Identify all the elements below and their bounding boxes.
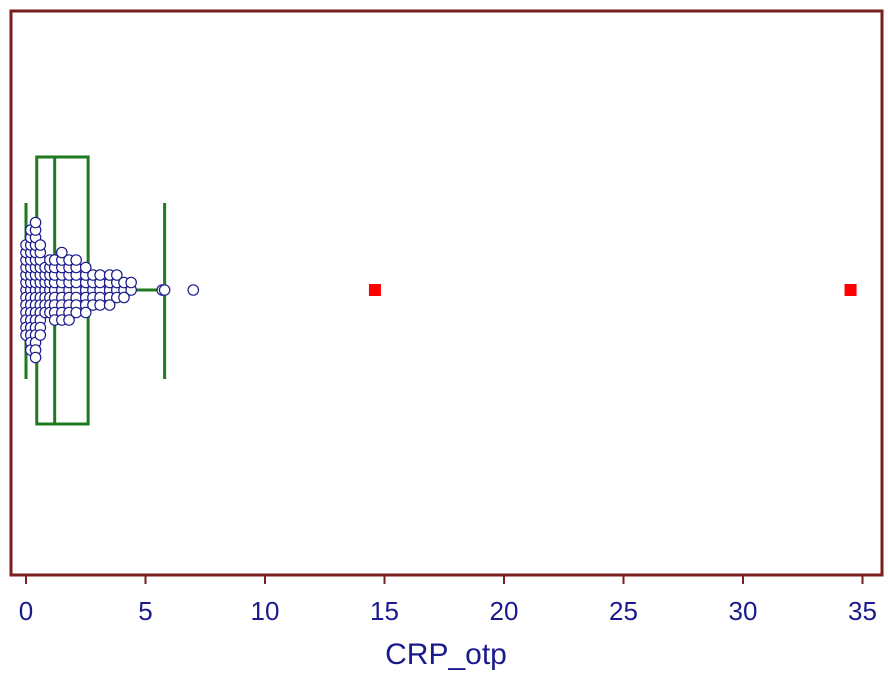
- x-tick-label: 15: [370, 596, 399, 626]
- data-point: [34, 239, 47, 251]
- data-point: [94, 299, 106, 311]
- data-point: [103, 299, 116, 311]
- data-point: [79, 261, 92, 274]
- data-point: [56, 246, 68, 259]
- data-point: [70, 254, 82, 266]
- data-point: [94, 269, 106, 281]
- data-point: [118, 291, 130, 304]
- outlier-marker: [844, 284, 857, 296]
- x-tick-label: 0: [19, 596, 33, 626]
- x-tick-label: 10: [251, 596, 280, 626]
- data-point: [158, 284, 171, 296]
- x-tick-label: 30: [729, 596, 758, 626]
- data-point: [34, 329, 47, 341]
- data-point: [187, 284, 200, 296]
- data-point: [125, 276, 137, 289]
- x-tick-label: 20: [490, 596, 519, 626]
- x-tick-label: 5: [138, 596, 152, 626]
- outlier-marker: [368, 284, 381, 296]
- x-tick-label: 25: [609, 596, 638, 626]
- plot-frame: [9, 9, 884, 577]
- data-point: [111, 269, 123, 281]
- data-point: [70, 306, 82, 319]
- x-tick-label: 35: [848, 596, 877, 626]
- x-axis: 0 5 10 15 20 25 30 35: [19, 575, 877, 626]
- data-point: [29, 351, 42, 364]
- data-point: [79, 306, 92, 319]
- plot-area: [9, 9, 884, 577]
- x-axis-title: CRP_otp: [385, 638, 507, 671]
- data-point: [29, 216, 42, 229]
- data-point: [63, 314, 75, 326]
